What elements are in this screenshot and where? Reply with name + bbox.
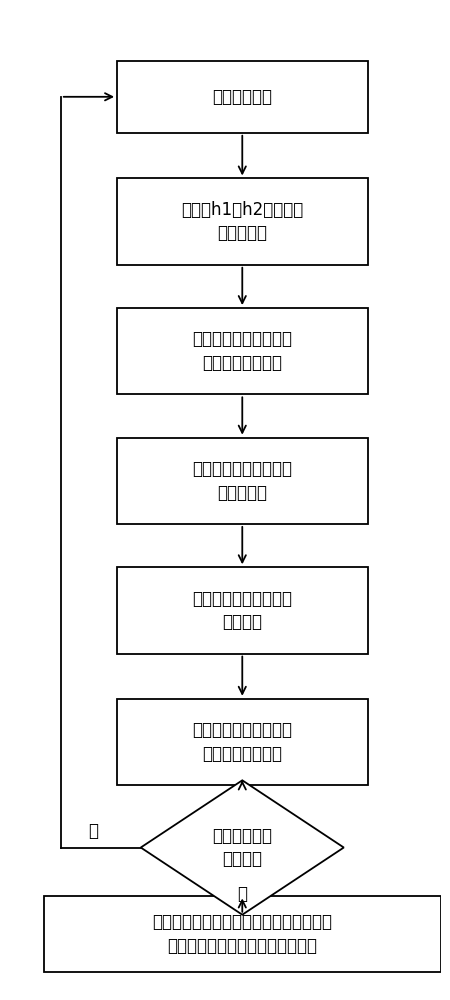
- Text: 分别以h1和h2为墨层厚
度印刷色样: 分别以h1和h2为墨层厚 度印刷色样: [181, 201, 303, 242]
- Text: 是: 是: [237, 885, 248, 903]
- Text: 求工艺允许的墨层厚度
范围内的最小色差: 求工艺允许的墨层厚度 范围内的最小色差: [192, 721, 292, 763]
- FancyBboxPatch shape: [117, 308, 368, 394]
- Text: 最小色差对应的颜色为付印样颜色基准；
对应的墨层厚度为付印样墨量基准: 最小色差对应的颜色为付印样颜色基准； 对应的墨层厚度为付印样墨量基准: [152, 913, 332, 955]
- Text: 调配专色油墨: 调配专色油墨: [212, 88, 272, 106]
- FancyBboxPatch shape: [117, 438, 368, 524]
- FancyBboxPatch shape: [117, 61, 368, 133]
- Text: 否: 否: [88, 822, 98, 840]
- FancyBboxPatch shape: [117, 567, 368, 654]
- Polygon shape: [141, 780, 344, 915]
- Text: 确定色度值和墨层厚度
的关系函数: 确定色度值和墨层厚度 的关系函数: [192, 460, 292, 502]
- FancyBboxPatch shape: [117, 699, 368, 785]
- Text: 确定三刺激值和墨层厚
度的线性关系函数: 确定三刺激值和墨层厚 度的线性关系函数: [192, 330, 292, 372]
- FancyBboxPatch shape: [117, 178, 368, 265]
- FancyBboxPatch shape: [44, 896, 441, 972]
- Text: 确定色差和墨层厚度的
关系函数: 确定色差和墨层厚度的 关系函数: [192, 590, 292, 631]
- Text: 最小色差小于
客户允差: 最小色差小于 客户允差: [212, 827, 272, 868]
